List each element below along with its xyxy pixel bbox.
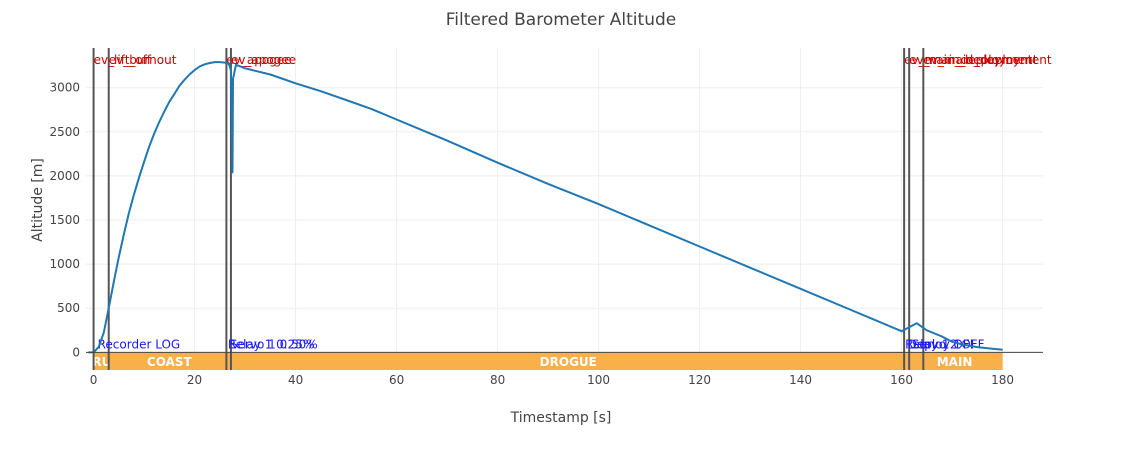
x-tick-label: 20: [187, 373, 202, 387]
phase-band: [93, 352, 109, 370]
x-tick-label: 120: [688, 373, 711, 387]
chart-title: Filtered Barometer Altitude: [446, 10, 676, 30]
y-tick-label: 500: [57, 301, 80, 315]
note-label: Servo 1 0.50%: [230, 337, 318, 351]
y-tick-label: 1500: [49, 213, 80, 227]
series-layer: [88, 61, 1003, 354]
note-label: Relay 1 OFF: [905, 337, 977, 351]
event-label: ev_apogee: [226, 53, 291, 67]
note-label: Servo 2 OFF: [912, 337, 985, 351]
grid-layer: [86, 48, 1043, 370]
event-label: ev_apogee: [231, 53, 296, 67]
phase-band: [229, 352, 907, 370]
phase-label: DROGUE: [540, 355, 597, 369]
y-tick-label: 1000: [49, 257, 80, 271]
y-tick-label: 2000: [49, 169, 80, 183]
event-label: ev_main_deployment: [904, 53, 1033, 67]
note-label: Recorder LOG: [98, 337, 181, 351]
phase-label: COAST: [147, 355, 193, 369]
event-label: ev_main_deployment: [909, 53, 1038, 67]
axis-layer: 0 20 40 60 80 100 120 140 160 180 0 500 1000 1500 2000…: [49, 81, 1043, 387]
x-tick-label: 140: [789, 373, 812, 387]
y-tick-label: 0: [72, 345, 80, 359]
x-tick-label: 180: [991, 373, 1014, 387]
y-tick-label: 2500: [49, 125, 80, 139]
y-tick-label: 3000: [49, 81, 80, 95]
event-label: ev_burnout: [109, 53, 177, 67]
y-axis-title: Altitude [m]: [30, 158, 46, 242]
phase-band: [108, 352, 230, 370]
phase-band: [906, 352, 1003, 370]
x-tick-label: 80: [490, 373, 505, 387]
note-label: Deploy 1: [908, 337, 961, 351]
x-tick-label: 0: [90, 373, 98, 387]
event-label: ev_main_deployment: [923, 53, 1052, 67]
note-label: Relay 1 0.25%: [228, 337, 314, 351]
x-axis-title: Timestamp [s]: [510, 410, 612, 426]
phase-label: MAIN: [937, 355, 973, 369]
x-tick-label: 40: [288, 373, 303, 387]
x-tick-label: 160: [890, 373, 913, 387]
x-tick-label: 60: [389, 373, 404, 387]
x-tick-label: 100: [587, 373, 610, 387]
altitude-series-line: [88, 61, 1003, 354]
phase-layer: THRUST COAST DROGUE MAIN: [74, 352, 1003, 370]
